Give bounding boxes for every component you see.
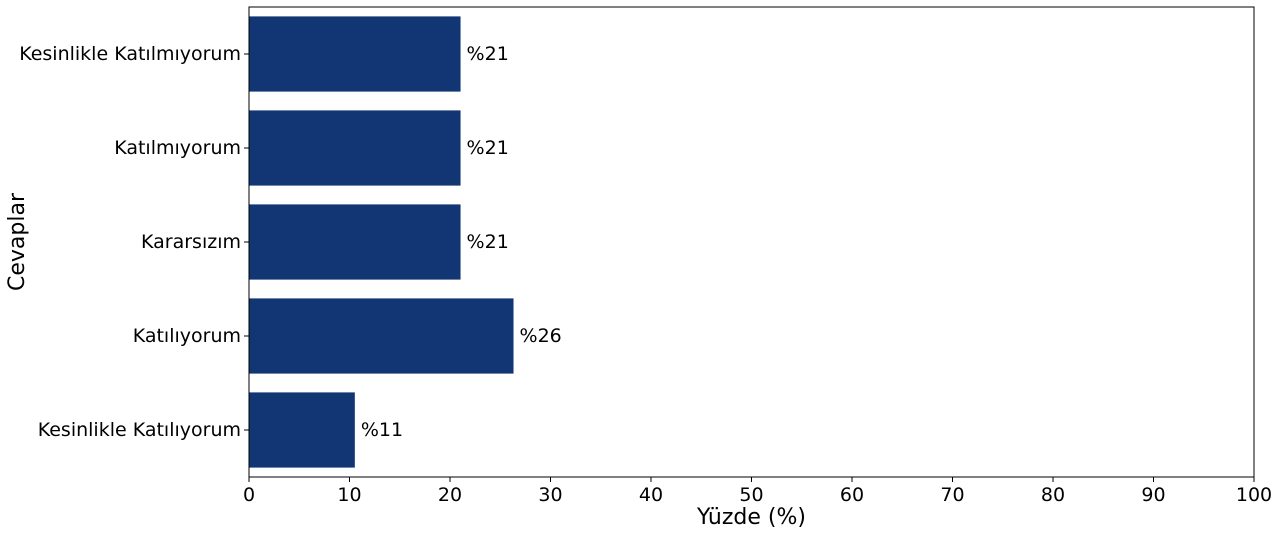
x-tick-label: 10: [337, 484, 361, 506]
bar: [249, 16, 461, 92]
y-tick-label: Kesinlikle Katılmıyorum: [19, 43, 241, 65]
y-tick-label: Kararsızım: [141, 231, 241, 253]
bar: [249, 110, 461, 186]
x-tick-label: 30: [538, 484, 562, 506]
x-tick-label: 90: [1141, 484, 1165, 506]
y-axis-ticks: Kesinlikle Katılmıyorum Katılmıyorum Karar…: [19, 43, 249, 441]
plot-frame: [248, 6, 1255, 478]
bar: [249, 298, 514, 374]
bar-value-label: %21: [467, 137, 509, 159]
x-tick-label: 0: [243, 484, 255, 506]
bar-value-label: %21: [467, 43, 509, 65]
x-tick-label: 80: [1041, 484, 1065, 506]
y-tick-label: Katılmıyorum: [114, 137, 241, 159]
x-tick-label: 100: [1236, 484, 1272, 506]
y-tick-label: Katılıyorum: [133, 325, 241, 347]
x-tick-label: 70: [940, 484, 964, 506]
x-axis-title: Yüzde (%): [696, 505, 806, 530]
y-tick-label: Kesinlikle Katılıyorum: [38, 419, 241, 441]
x-tick-label: 40: [639, 484, 663, 506]
x-tick-label: 60: [840, 484, 864, 506]
bars-layer: [249, 16, 514, 468]
x-tick-label: 50: [739, 484, 763, 506]
bar: [249, 392, 355, 468]
bar-value-label: %11: [361, 419, 403, 441]
bar: [249, 204, 461, 280]
x-tick-label: 20: [438, 484, 462, 506]
bar-value-label: %26: [520, 325, 562, 347]
x-axis-ticks: 0 10 20 30 40 50 60 70 80 90 100: [243, 477, 1272, 506]
value-labels-layer: %21 %21 %21 %26 %11: [361, 43, 562, 441]
bar-value-label: %21: [467, 231, 509, 253]
y-axis-title: Cevaplar: [5, 192, 30, 291]
